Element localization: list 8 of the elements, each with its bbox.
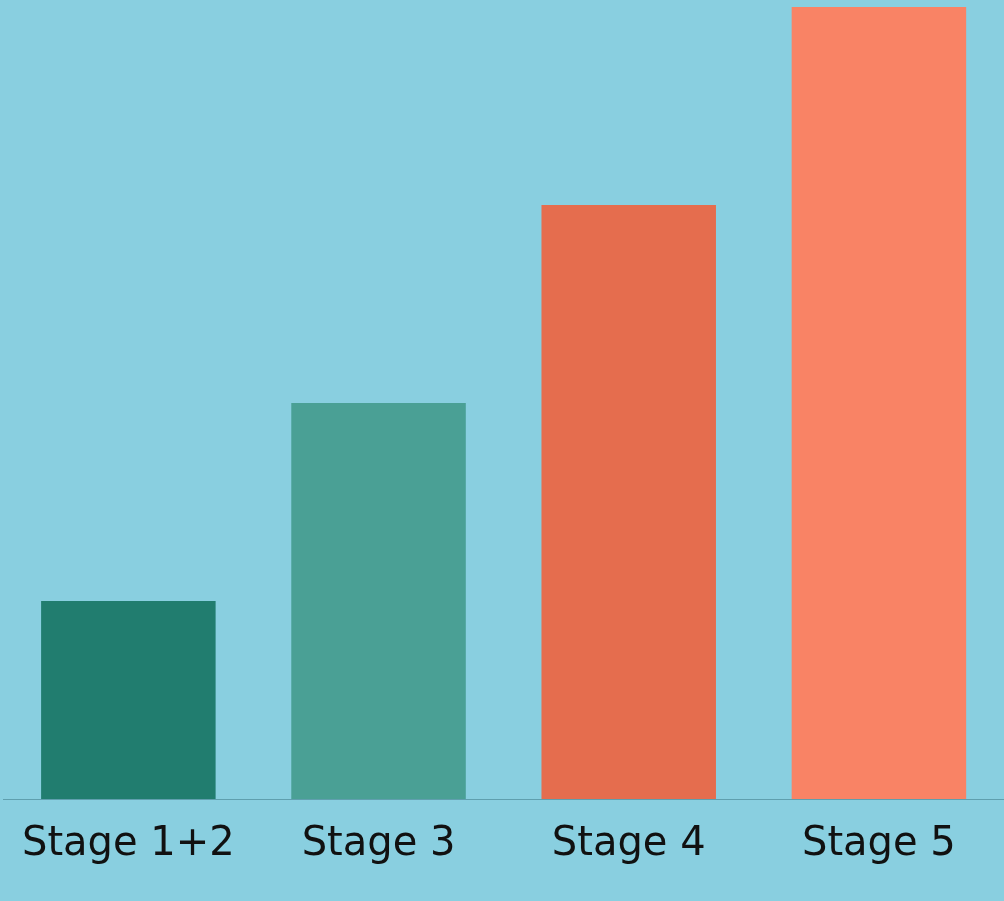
bar <box>291 403 466 799</box>
x-tick-label: Stage 4 <box>551 818 706 865</box>
bar <box>541 205 716 799</box>
bar <box>791 7 967 799</box>
x-tick-label: Stage 1+2 <box>22 818 235 865</box>
bar <box>41 601 216 799</box>
x-tick-label: Stage 5 <box>802 818 956 865</box>
x-tick-label: Stage 3 <box>301 818 456 865</box>
